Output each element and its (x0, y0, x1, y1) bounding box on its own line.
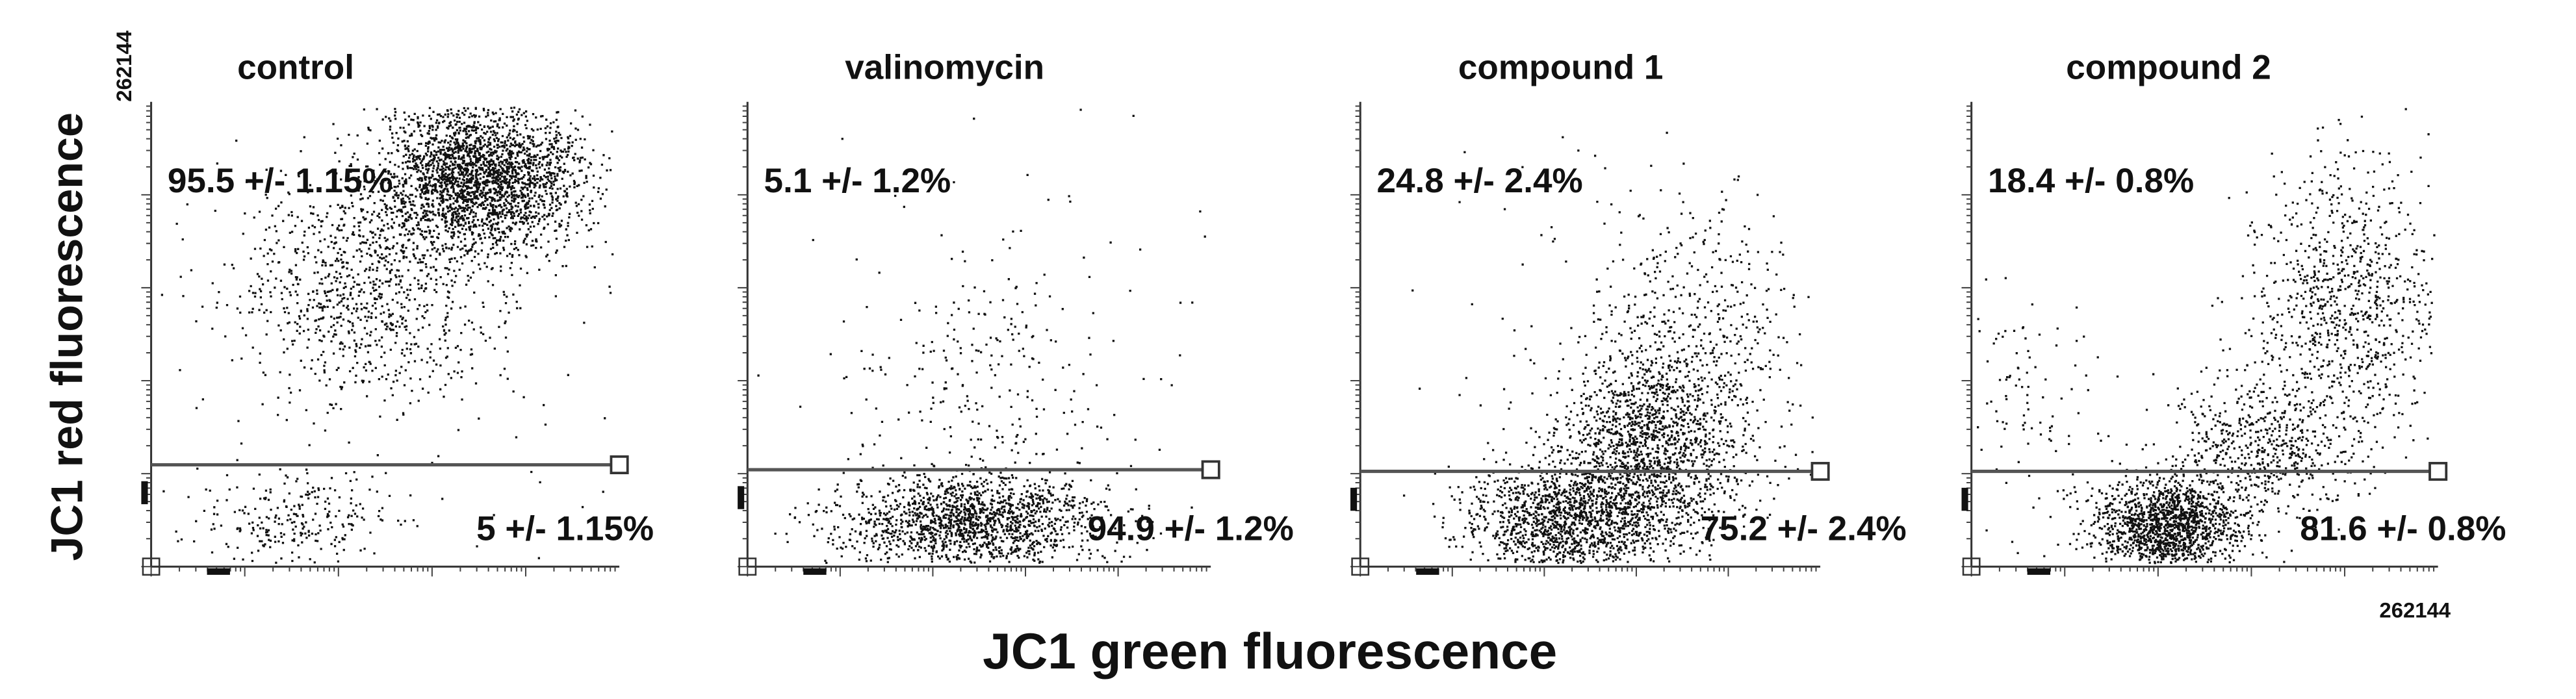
gate-handle (2428, 462, 2448, 481)
panel-title: valinomycin (845, 48, 1044, 86)
axis-origin-marker (141, 481, 148, 505)
axis-origin-marker (738, 486, 745, 509)
x-axis-label: JC1 green fluorescence (983, 622, 1557, 680)
y-axis-max-label: 262144 (112, 30, 136, 101)
axis-origin-marker (1350, 487, 1358, 511)
lower-percentage: 75.2 +/- 2.4% (1701, 510, 1907, 548)
gate-handle (1201, 460, 1220, 479)
axis-origin-marker (207, 568, 230, 575)
panel-title: compound 1 (1458, 48, 1664, 86)
axis-origin-marker (803, 568, 827, 575)
upper-percentage: 95.5 +/- 1.15% (168, 162, 393, 200)
origin-box (1962, 557, 1981, 576)
gate-handle (1810, 462, 1830, 481)
y-axis-label: JC1 red fluorescence (42, 112, 92, 561)
axis-origin-marker (2027, 568, 2051, 575)
scatter-dots (161, 107, 614, 564)
x-axis-max-label: 262144 (2379, 598, 2451, 622)
axis-origin-marker (1961, 487, 1968, 511)
upper-percentage: 5.1 +/- 1.2% (764, 162, 951, 200)
lower-percentage: 94.9 +/- 1.2% (1088, 510, 1294, 548)
panel-title: control (237, 48, 354, 86)
lower-percentage: 5 +/- 1.15% (476, 510, 654, 548)
lower-percentage: 81.6 +/- 0.8% (2300, 510, 2506, 548)
upper-percentage: 24.8 +/- 2.4% (1377, 162, 1583, 200)
origin-box (142, 557, 161, 576)
upper-percentage: 18.4 +/- 0.8% (1988, 162, 2194, 200)
panel-title: compound 2 (2066, 48, 2271, 86)
axis-origin-marker (1416, 568, 1439, 575)
gate-handle (610, 455, 629, 475)
origin-box (738, 557, 757, 576)
origin-box (1351, 557, 1370, 576)
